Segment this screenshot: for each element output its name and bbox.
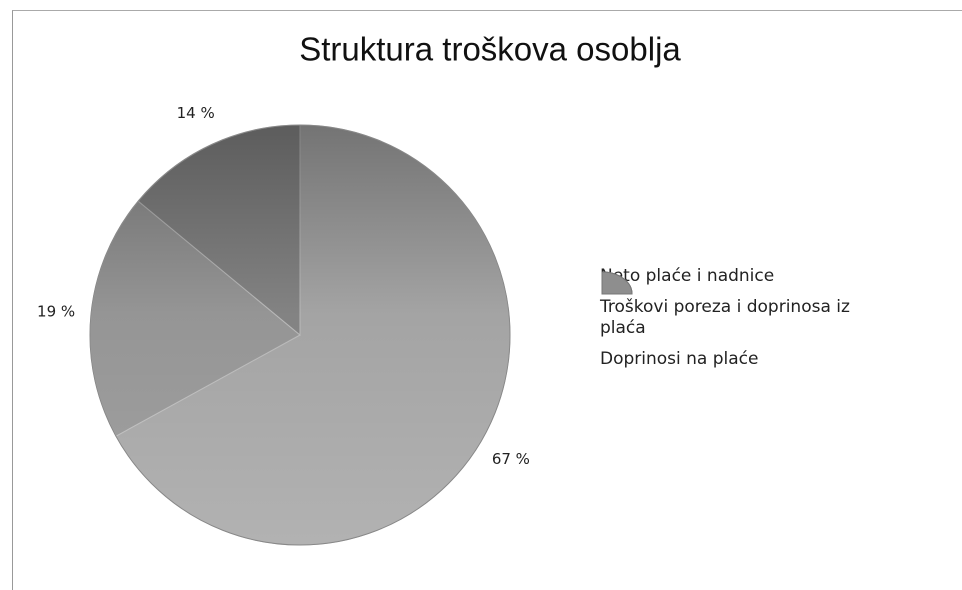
legend-swatch <box>601 271 633 295</box>
pie <box>89 124 511 546</box>
slice-label: 14 % <box>177 104 215 122</box>
chart-title: Struktura troškova osoblja <box>299 31 681 68</box>
legend-entry: Troškovi poreza i doprinosa iz plaća <box>600 271 945 339</box>
legend-label: Neto plaće i nadnice <box>600 266 775 286</box>
slice-label: 19 % <box>37 302 75 320</box>
legend: Neto plaće i nadnice Troškovi poreza i do… <box>600 266 945 380</box>
frame <box>12 10 962 590</box>
slice-label: 67 % <box>492 450 530 468</box>
legend-entry: Neto plaće i nadnice <box>600 266 945 295</box>
legend-icon <box>601 271 633 295</box>
legend-label: Troškovi poreza i doprinosa iz plaća <box>600 297 850 338</box>
legend-entry: Doprinosi na plaće <box>600 271 945 370</box>
legend-label: Doprinosi na plaće <box>600 349 759 369</box>
